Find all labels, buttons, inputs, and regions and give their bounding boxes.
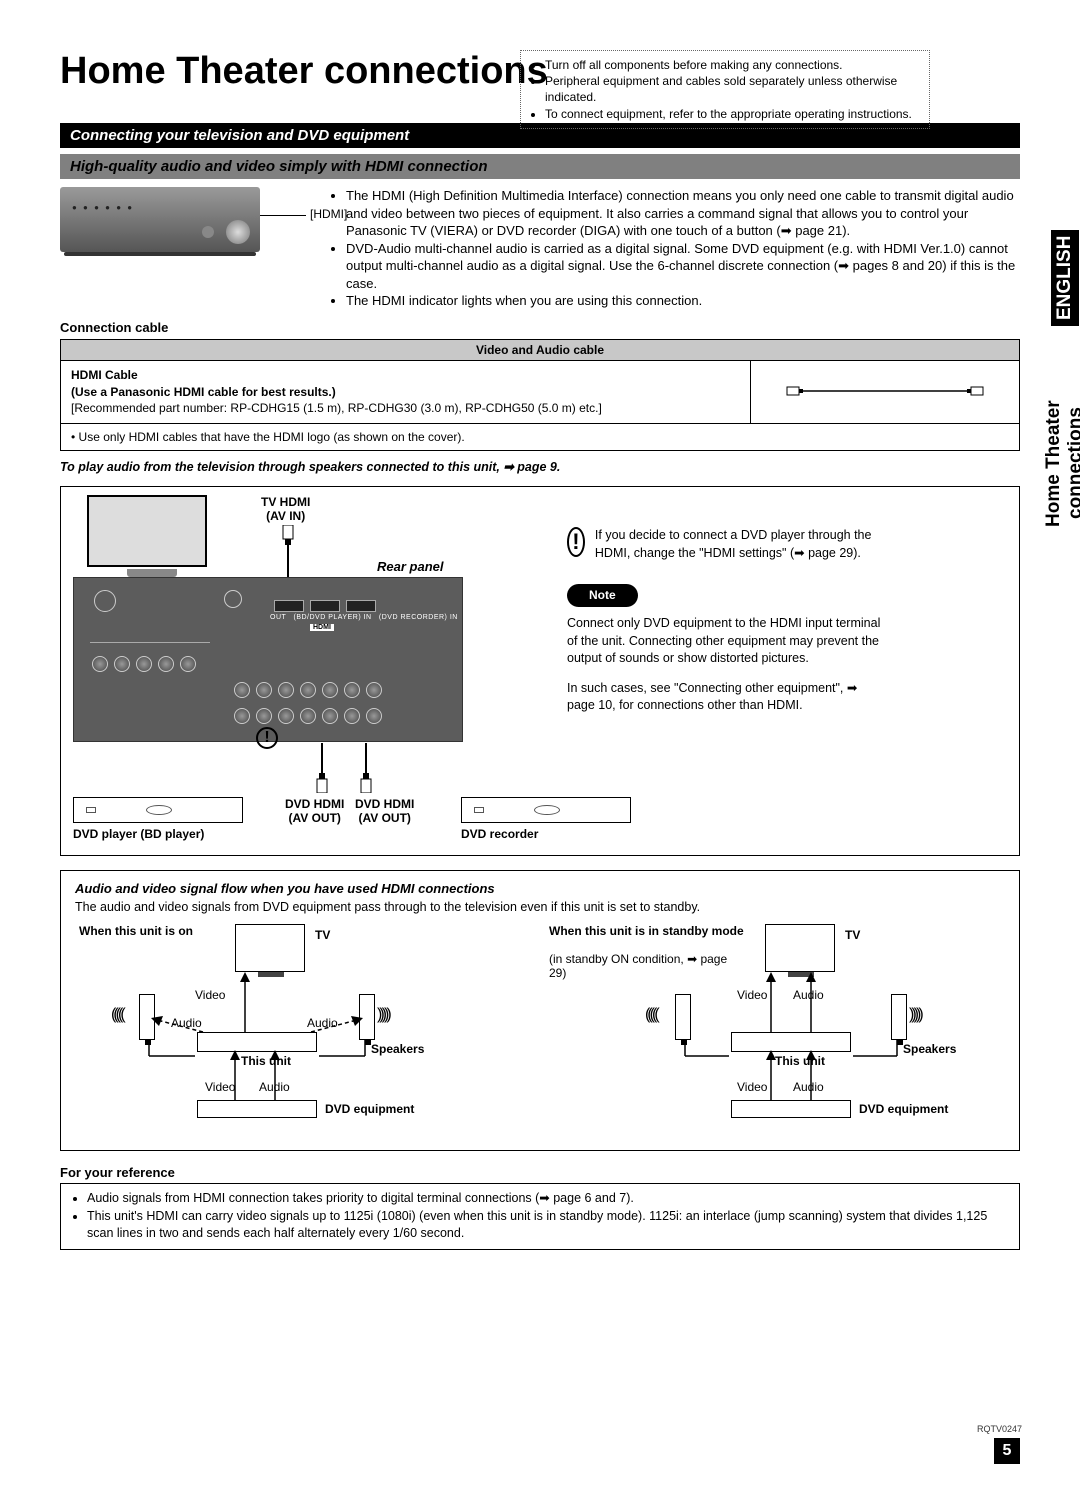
side-language: ENGLISH bbox=[1051, 230, 1079, 326]
section-subheading: High-quality audio and video simply with… bbox=[60, 154, 1020, 179]
hdmi-plug-icon bbox=[313, 743, 331, 793]
play-audio-note: To play audio from the television throug… bbox=[60, 459, 1020, 474]
connection-cable-label: Connection cable bbox=[60, 320, 1020, 335]
av-out-label: (AV OUT) bbox=[288, 811, 340, 825]
intro-bullet: DVD-Audio multi-channel audio is carried… bbox=[346, 240, 1020, 293]
note-pill: Note bbox=[567, 584, 638, 607]
dvd-recorder-illustration bbox=[461, 797, 631, 823]
dvd-hdmi-label: DVD HDMI bbox=[355, 797, 414, 811]
top-note: Turn off all components before making an… bbox=[545, 57, 921, 73]
top-note: To connect equipment, refer to the appro… bbox=[545, 106, 921, 122]
hdmi-plug-icon bbox=[357, 743, 375, 793]
cable-table: Video and Audio cable HDMI Cable (Use a … bbox=[60, 339, 1020, 451]
page-title: Home Theater connections bbox=[60, 50, 548, 93]
dvd-hdmi-label: DVD HDMI bbox=[285, 797, 344, 811]
rear-panel-label: Rear panel bbox=[377, 559, 443, 574]
tv-hdmi-label: TV HDMI bbox=[261, 495, 310, 509]
warning-icon: ! bbox=[567, 527, 585, 557]
av-in-label: (AV IN) bbox=[266, 509, 305, 523]
hdmi-callout-label: [HDMI] bbox=[310, 207, 347, 221]
tv-illustration bbox=[87, 495, 217, 580]
hdmi-cable-icon bbox=[751, 360, 1020, 423]
receiver-illustration: ● ● ● ● ● ● [HDMI] bbox=[60, 187, 320, 262]
reference-box: Audio signals from HDMI connection takes… bbox=[60, 1183, 1020, 1250]
flow-diagram-on: When this unit is on TV ((((( ))))) Spea… bbox=[75, 924, 535, 1134]
cable-table-header: Video and Audio cable bbox=[61, 339, 1020, 360]
page-number: 5 bbox=[994, 1438, 1020, 1464]
hdmi-plug-icon bbox=[279, 525, 297, 577]
av-out-label: (AV OUT) bbox=[358, 811, 410, 825]
note-text-2: In such cases, see "Connecting other equ… bbox=[567, 680, 887, 715]
flow-diagram-standby: When this unit is in standby mode (in st… bbox=[545, 924, 1005, 1134]
hdmi-only-note: Use only HDMI cables that have the HDMI … bbox=[79, 430, 465, 444]
intro-bullets: The HDMI (High Definition Multimedia Int… bbox=[332, 187, 1020, 310]
side-tab: Home Theater connections ENGLISH bbox=[1050, 230, 1080, 590]
flow-title: Audio and video signal flow when you hav… bbox=[75, 881, 1005, 896]
intro-bullet: The HDMI (High Definition Multimedia Int… bbox=[346, 187, 1020, 240]
reference-title: For your reference bbox=[60, 1165, 1020, 1180]
flow-desc: The audio and video signals from DVD equ… bbox=[75, 900, 1005, 914]
dvd-player-illustration bbox=[73, 797, 243, 823]
hdmi-cable-title: HDMI Cable bbox=[71, 368, 138, 382]
side-chapter: Home Theater connections bbox=[1043, 342, 1080, 584]
dvd-recorder-label: DVD recorder bbox=[461, 827, 538, 841]
note-text-1: Connect only DVD equipment to the HDMI i… bbox=[567, 615, 887, 668]
hdmi-cable-sub: (Use a Panasonic HDMI cable for best res… bbox=[71, 385, 336, 399]
top-cautions-box: Turn off all components before making an… bbox=[520, 50, 930, 129]
reference-bullet: Audio signals from HDMI connection takes… bbox=[87, 1190, 1009, 1208]
warning-text: If you decide to connect a DVD player th… bbox=[595, 527, 887, 562]
dvd-player-label: DVD player (BD player) bbox=[73, 827, 204, 841]
top-note: Peripheral equipment and cables sold sep… bbox=[545, 73, 921, 105]
doc-code: RQTV0247 bbox=[977, 1424, 1022, 1434]
reference-bullet: This unit's HDMI can carry video signals… bbox=[87, 1208, 1009, 1243]
rear-panel-illustration: OUT (BD/DVD PLAYER) IN (DVD RECORDER) IN… bbox=[73, 577, 463, 742]
hdmi-cable-rec: [Recommended part number: RP-CDHG15 (1.5… bbox=[71, 400, 740, 417]
warning-icon: ! bbox=[256, 727, 278, 749]
connection-diagram: TV HDMI (AV IN) Rear panel OUT (BD/DVD P… bbox=[60, 486, 1020, 856]
signal-flow-box: Audio and video signal flow when you hav… bbox=[60, 870, 1020, 1151]
intro-bullet: The HDMI indicator lights when you are u… bbox=[346, 292, 1020, 310]
